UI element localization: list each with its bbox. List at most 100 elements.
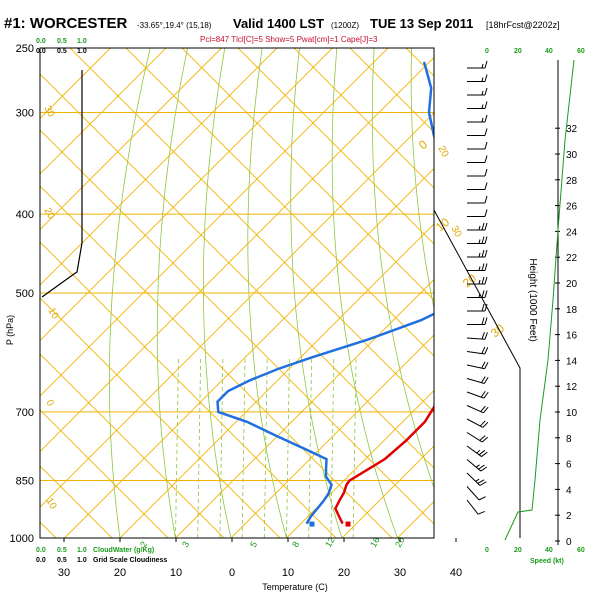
wind-barb-half (478, 239, 481, 244)
wind-barb-staff (466, 391, 485, 399)
adiabat-label-3: 30 (488, 321, 507, 341)
wind-barb-flag (481, 451, 488, 457)
diagonal-line (181, 48, 434, 301)
forecast-info: [18hrFcst@2202z] (486, 20, 560, 30)
wind-barb (467, 60, 488, 69)
wind-barb-flag (477, 479, 485, 484)
adiabat-label-0: 0 (416, 137, 430, 152)
wind-barb-flag (481, 276, 485, 285)
dry-adiabat (247, 48, 287, 538)
sounding-indices: Pcl=847 Tlcl[C]=5 Show=5 Pwat[cm]=1 Cape… (200, 35, 378, 44)
isotherm (40, 48, 278, 286)
wind-barb-flag (479, 481, 487, 486)
wind-speed-profile (504, 59, 575, 541)
wind-barb-half (478, 279, 481, 285)
wind-barb-flag (481, 332, 485, 340)
temp-tick-2: 10 (170, 567, 182, 579)
pressure-tick-1000: 1000 (10, 533, 34, 545)
speed-top-40: 40 (545, 48, 553, 55)
cloud-top-2: 1.0 (77, 48, 87, 55)
wind-barb (466, 346, 489, 355)
wind-barb-flag (484, 195, 488, 204)
mixing-ratio-line (241, 357, 246, 538)
cloud-bot-0: 0.0 (36, 557, 46, 564)
cloudwater-label: CloudWater (g/Kg) (93, 547, 154, 554)
height-tick-22: 22 (566, 253, 578, 264)
wind-barb-flag (484, 101, 488, 109)
height-tick-12: 12 (566, 382, 578, 393)
wind-barb-flag (484, 114, 488, 123)
wind-barb-flag (484, 182, 488, 190)
wind-barb-flag (480, 405, 486, 412)
temp-tick-7: 40 (450, 567, 462, 579)
wind-barb-flag (478, 496, 486, 501)
mixing-ratio-line (330, 357, 335, 538)
speed-top-60: 60 (577, 48, 585, 55)
wind-barb (467, 236, 488, 244)
isotherm-label-6: 30 (448, 224, 463, 240)
wind-barb-half (478, 293, 481, 298)
valid-date: TUE 13 Sep 2011 (370, 16, 473, 31)
wind-barb (467, 168, 488, 177)
plot-frame (39, 47, 435, 539)
wind-barb-flag (481, 361, 486, 369)
wind-barb-flag (484, 141, 488, 150)
wind-barb (467, 317, 488, 325)
isotherm-label-1: 20 (41, 206, 56, 222)
pressure-axis-title: P (hPa) (5, 315, 15, 345)
temperature-axis: 30 20 10 0 10 20 30 40 (58, 538, 462, 579)
dewpoint-profile (216, 61, 434, 525)
mixing-ratio-line (286, 357, 290, 538)
dry-adiabat (371, 48, 434, 489)
height-tick-30: 30 (566, 150, 578, 161)
wind-barb-flag (480, 376, 486, 383)
diagonal-line (40, 297, 281, 538)
wind-barb (467, 114, 488, 123)
isotherm-label-3: 0 (43, 398, 56, 409)
height-tick-24: 24 (566, 227, 578, 238)
wind-barb-flag (484, 317, 488, 325)
temp-tick-0: 30 (58, 567, 70, 579)
diagonal-line (40, 353, 225, 538)
surface-temperature-marker (345, 521, 351, 527)
wind-barb-flag (484, 168, 488, 177)
mixing-ratio-line (263, 357, 268, 538)
wind-barb (467, 87, 488, 96)
wind-barb-half (481, 77, 484, 82)
pressure-tick-300: 300 (16, 107, 34, 119)
station-title: #1: WORCESTER (4, 15, 128, 32)
wind-barb-half (478, 266, 481, 271)
wind-barb (466, 405, 489, 414)
wind-barb (467, 141, 488, 150)
cloudwater-bot-0: 0.0 (36, 547, 46, 554)
diagonal-line (125, 48, 434, 357)
wind-barb-half (481, 117, 484, 123)
wind-barb-flag (484, 276, 488, 285)
pressure-tick-250: 250 (16, 43, 34, 55)
grid-lines (40, 48, 434, 538)
wind-barb-flag (484, 347, 489, 355)
height-panel-edge (433, 209, 521, 538)
wind-barb-flag (481, 263, 485, 271)
wind-barb-flag (481, 236, 485, 244)
wind-barb-half (475, 464, 480, 468)
wind-barb-flag (479, 420, 486, 427)
height-tick-8: 8 (566, 434, 572, 445)
profile-lines (216, 61, 434, 527)
mixing-label-5: 16 (368, 535, 382, 549)
cloudwater-top-0: 0.0 (36, 38, 46, 45)
height-tick-18: 18 (566, 305, 578, 316)
height-tick-26: 26 (566, 202, 578, 213)
wind-barb-staff (466, 418, 484, 428)
wind-barb (466, 459, 488, 472)
mixing-label-0: 2 (138, 540, 149, 549)
dry-adiabat (109, 48, 151, 538)
cloudwater-top-2: 1.0 (77, 38, 87, 45)
wind-barb (466, 499, 486, 515)
pressure-axis: 250 300 400 500 700 850 1000 (10, 43, 34, 545)
wind-barb-flag (483, 406, 489, 414)
speed-bot-40: 40 (545, 547, 553, 554)
wind-barb-flag (484, 332, 488, 340)
speed-bot-0: 0 (485, 547, 489, 554)
